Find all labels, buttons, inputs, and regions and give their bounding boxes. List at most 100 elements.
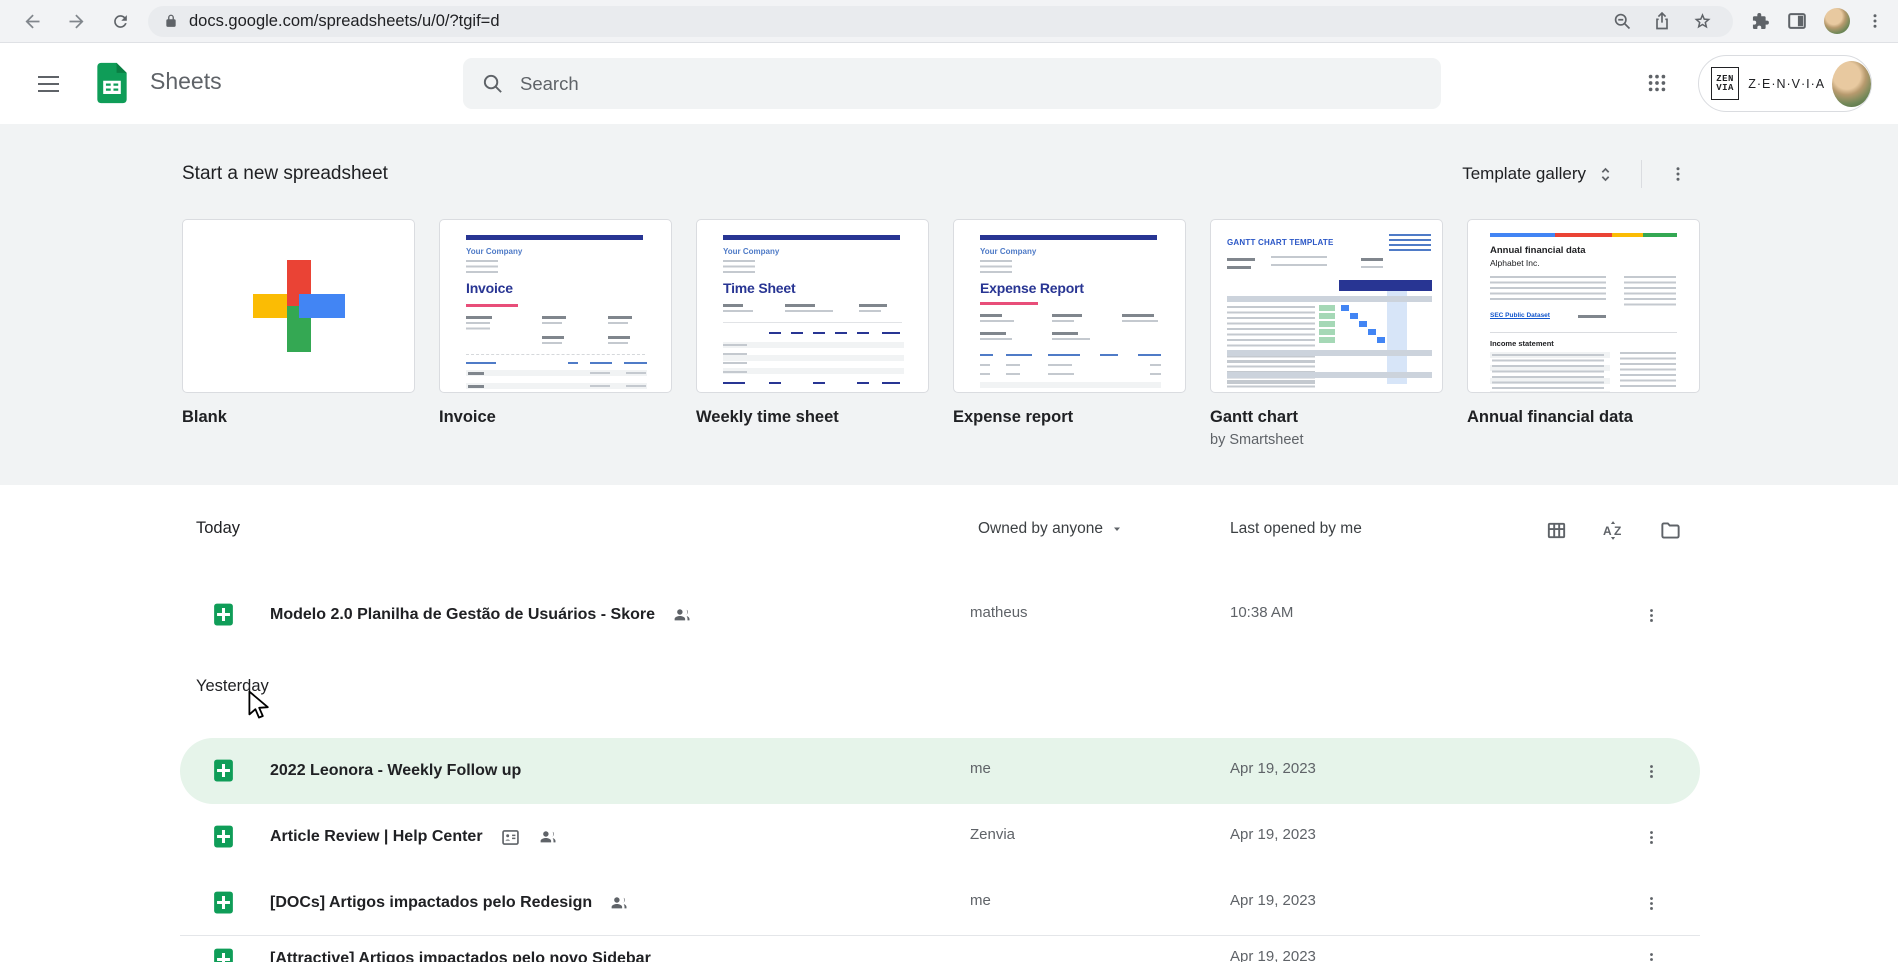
sheets-file-icon — [211, 890, 236, 920]
file-title: [DOCs] Artigos impactados pelo Redesign — [270, 894, 593, 911]
row-more-button[interactable] — [1631, 817, 1671, 857]
annual-financial-thumbnail: Annual financial data Alphabet Inc. SEC … — [1467, 219, 1700, 393]
template-label: Expense report — [953, 408, 1074, 426]
shared-people-icon — [672, 605, 693, 626]
zoom-out-icon[interactable] — [1612, 11, 1632, 31]
browser-menu-dots-icon[interactable] — [1866, 12, 1884, 30]
apps-grid-icon — [1648, 74, 1666, 92]
share-icon[interactable] — [1652, 11, 1672, 31]
file-last-opened: Apr 19, 2023 — [1230, 892, 1316, 909]
extensions-icon[interactable] — [1749, 11, 1770, 32]
svg-text:A: A — [1602, 523, 1611, 537]
template-label: Annual financial data — [1467, 408, 1633, 426]
section-header-yesterday: Yesterday — [196, 677, 269, 695]
template-gallery-button[interactable]: Template gallery — [1452, 156, 1625, 192]
grid-view-icon — [1547, 522, 1565, 538]
forward-button[interactable] — [58, 3, 94, 39]
last-opened-header[interactable]: Last opened by me — [1230, 520, 1362, 537]
folder-icon — [1660, 521, 1680, 539]
file-row-selected[interactable]: 2022 Leonora - Weekly Follow up me Apr 1… — [180, 738, 1700, 804]
template-card-blank[interactable]: Blank — [182, 219, 415, 448]
az-sort-button[interactable]: A Z — [1593, 510, 1633, 550]
lock-icon — [166, 14, 176, 27]
az-sort-icon: A Z — [1602, 520, 1621, 540]
account-avatar[interactable] — [1832, 60, 1871, 107]
back-icon — [25, 14, 39, 28]
more-vertical-icon — [1649, 830, 1653, 844]
divider — [1641, 160, 1642, 188]
url-text[interactable]: docs.google.com/spreadsheets/u/0/?tgif=d — [189, 11, 500, 30]
star-icon[interactable] — [1692, 11, 1713, 32]
reload-button[interactable] — [102, 3, 138, 39]
template-card-weekly-time-sheet[interactable]: Your Company Time Sheet — [696, 219, 929, 448]
template-label: Gantt chart — [1210, 408, 1299, 426]
main-menu-button[interactable] — [28, 64, 68, 104]
file-owner: Zenvia — [970, 826, 1016, 843]
owned-by-filter[interactable]: Owned by anyone — [970, 514, 1131, 544]
sheets-file-icon — [211, 758, 236, 788]
row-more-button[interactable] — [1631, 883, 1671, 923]
file-title: Article Review | Help Center — [270, 828, 483, 845]
back-button[interactable] — [14, 3, 50, 39]
time-sheet-thumbnail: Your Company Time Sheet — [696, 219, 929, 393]
search-bar[interactable] — [463, 58, 1441, 109]
shared-people-icon — [538, 827, 559, 848]
sheets-logo[interactable] — [90, 61, 134, 105]
account-pill[interactable]: ZEN VIA Z·E·N·V·I·A — [1698, 55, 1872, 112]
app-title[interactable]: Sheets — [150, 68, 222, 94]
grid-view-button[interactable] — [1536, 510, 1576, 550]
more-vertical-icon — [1649, 952, 1653, 961]
template-more-button[interactable] — [1658, 154, 1698, 194]
side-panel-icon[interactable] — [1786, 10, 1808, 32]
file-row[interactable]: [DOCs] Artigos impactados pelo Redesign … — [180, 870, 1700, 936]
file-list: Today Owned by anyone Last opened by me … — [0, 485, 1898, 962]
more-vertical-icon — [1649, 608, 1653, 622]
zenvia-logo: ZEN VIA — [1711, 67, 1740, 100]
account-label: Z·E·N·V·I·A — [1748, 76, 1826, 91]
file-row[interactable]: Article Review | Help Center Zenvia Apr … — [180, 804, 1700, 870]
contact-card-icon — [500, 827, 521, 848]
more-vertical-icon — [1676, 167, 1680, 181]
list-header: Today Owned by anyone Last opened by me … — [180, 505, 1720, 555]
template-card-expense-report[interactable]: Your Company Expense Report — [953, 219, 1186, 448]
file-last-opened: 10:38 AM — [1230, 604, 1294, 621]
reload-icon — [113, 14, 127, 28]
template-card-annual-financial-data[interactable]: Annual financial data Alphabet Inc. SEC … — [1467, 219, 1700, 448]
template-label: Weekly time sheet — [696, 408, 839, 426]
sheets-file-icon — [211, 947, 236, 962]
template-section: Start a new spreadsheet Template gallery — [0, 124, 1898, 485]
browser-toolbar: docs.google.com/spreadsheets/u/0/?tgif=d — [0, 0, 1898, 43]
row-more-button[interactable] — [1631, 939, 1671, 962]
section-header-today: Today — [196, 519, 241, 537]
template-sublabel: by Smartsheet — [1210, 432, 1304, 448]
svg-text:Z: Z — [1613, 523, 1620, 537]
shared-people-icon — [609, 893, 630, 914]
blank-thumbnail — [182, 219, 415, 393]
address-bar[interactable]: docs.google.com/spreadsheets/u/0/?tgif=d — [148, 5, 1733, 37]
file-owner: matheus — [970, 604, 1028, 621]
file-last-opened: Apr 19, 2023 — [1230, 948, 1316, 962]
forward-icon — [69, 14, 83, 28]
invoice-thumbnail: Your Company Invoice — [439, 219, 672, 393]
search-icon — [483, 74, 502, 93]
template-card-invoice[interactable]: Your Company Invoice — [439, 219, 672, 448]
template-label: Invoice — [439, 408, 496, 426]
row-more-button[interactable] — [1631, 595, 1671, 635]
file-owner: me — [970, 760, 991, 777]
template-label: Blank — [182, 408, 227, 426]
browser-profile-avatar[interactable] — [1824, 8, 1850, 34]
more-vertical-icon — [1649, 764, 1653, 778]
template-section-title: Start a new spreadsheet — [182, 163, 388, 184]
gantt-chart-thumbnail: GANTT CHART TEMPLATE — [1210, 219, 1443, 393]
open-file-picker-button[interactable] — [1650, 510, 1690, 550]
search-input[interactable] — [520, 72, 1441, 95]
file-row[interactable]: Modelo 2.0 Planilha de Gestão de Usuário… — [180, 582, 1700, 648]
row-more-button[interactable] — [1631, 751, 1671, 791]
file-owner: me — [970, 892, 991, 909]
file-row-partial[interactable]: [Attractive] Artigos impactados pelo nov… — [180, 933, 1700, 962]
template-card-gantt-chart[interactable]: GANTT CHART TEMPLATE — [1210, 219, 1443, 448]
google-apps-button[interactable] — [1634, 60, 1680, 106]
expense-report-thumbnail: Your Company Expense Report — [953, 219, 1186, 393]
